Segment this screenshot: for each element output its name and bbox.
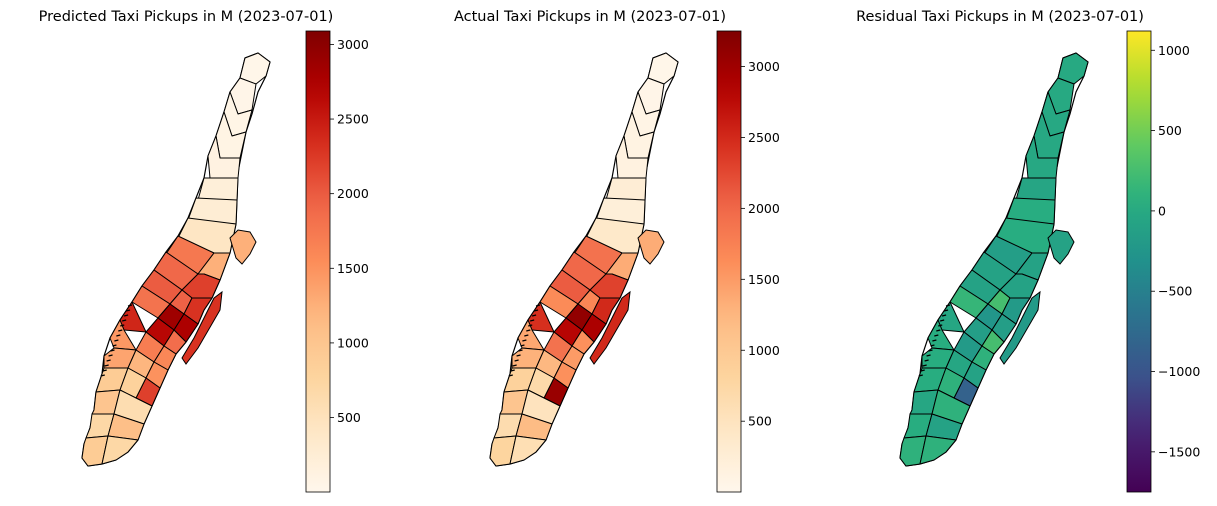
pier [512,364,517,367]
pier [920,369,925,372]
pier [123,314,129,317]
pier [533,309,539,312]
pier [530,319,535,322]
colorbar-residual: −1500 −1000 −500 0 500 1000 [1126,30,1200,493]
colorbar-tick-label: −500 [1158,284,1192,299]
pier [930,344,935,347]
zone-32 [931,389,971,425]
title-residual: Residual Taxi Pickups in M (2023-07-01) [856,9,1144,25]
pier [510,369,515,372]
pier [108,354,113,357]
colorbar-tick-label: 2500 [337,112,369,127]
pier [118,329,123,332]
colorbar-tick-label: 2000 [748,201,780,216]
map-residual [899,52,1089,467]
pier [940,319,945,322]
pier [936,329,941,332]
pier [514,359,519,362]
pier [535,304,541,307]
zone-6 [605,177,647,201]
pier [110,349,115,352]
pier [102,369,107,372]
colorbar-tick-label: 500 [337,410,361,425]
colorbar-tick-label: 3000 [748,59,780,74]
colorbar-tick-label: 1500 [748,272,780,287]
zone-6 [1015,177,1057,201]
colorbar-tick-label: 1000 [748,343,780,358]
pier [114,339,119,342]
colorbar-actual: 500 1000 1500 2000 2500 3000 [716,30,780,493]
zone-32 [113,389,153,425]
pier [125,309,131,312]
colorbar-tick-label: −1500 [1158,444,1200,459]
island-roosevelt [999,290,1041,365]
colorbar-gradient [716,30,742,493]
pier [508,374,513,377]
colorbar-tick-label: 2500 [748,130,780,145]
title-actual: Actual Taxi Pickups in M (2023-07-01) [454,9,726,25]
zone-6 [197,177,239,201]
pier [924,359,929,362]
zone-36 [101,435,139,465]
zone-15 [1001,297,1031,325]
pier [100,374,105,377]
colorbar-gradient [1126,30,1152,493]
pier [934,334,939,337]
pier [524,334,529,337]
panel-actual: Actual Taxi Pickups in M (2023-07-01) 50… [454,9,780,493]
colorbar-tick-label: 500 [1158,123,1182,138]
pier [120,324,125,327]
colorbar-tick-label: 0 [1158,203,1166,218]
panel-residual: Residual Taxi Pickups in M (2023-07-01) … [856,9,1200,493]
colorbar-tick-label: 500 [748,414,772,429]
zone-36 [509,435,547,465]
title-predicted: Predicted Taxi Pickups in M (2023-07-01) [39,9,334,25]
pier [531,314,537,317]
colorbar-gradient [305,30,331,493]
pier [922,364,927,367]
colorbar-tick-label: 1000 [337,335,369,350]
colorbar-tick-label: 2000 [337,186,369,201]
island-roosevelt [181,290,223,365]
colorbar-predicted: 500 1000 1500 2000 2500 3000 [305,30,369,493]
panel-predicted: Predicted Taxi Pickups in M (2023-07-01)… [39,9,369,493]
colorbar-tick-label: 1000 [1158,43,1190,58]
pier [943,309,949,312]
pier [116,334,121,337]
zone-36 [919,435,957,465]
map-predicted [81,52,271,467]
island-roosevelt [589,290,631,365]
pier [945,304,951,307]
pier [122,319,127,322]
pier [926,354,931,357]
colorbar-tick-label: 3000 [337,37,369,52]
pier [520,344,525,347]
pier [518,349,523,352]
island-randalls [229,229,257,265]
zone-15 [183,297,213,325]
pier [528,324,533,327]
pier [516,354,521,357]
pier [928,349,933,352]
pier [526,329,531,332]
zone-32 [521,389,561,425]
pier [112,344,117,347]
pier [938,324,943,327]
pier [127,304,133,307]
pier [106,359,111,362]
colorbar-tick-label: −1000 [1158,364,1200,379]
pier [941,314,947,317]
map-actual [489,52,679,467]
zone-15 [591,297,621,325]
pier [522,339,527,342]
colorbar-tick-label: 1500 [337,261,369,276]
island-randalls [637,229,665,265]
pier [918,374,923,377]
pier [932,339,937,342]
pier [104,364,109,367]
island-randalls [1047,229,1075,265]
